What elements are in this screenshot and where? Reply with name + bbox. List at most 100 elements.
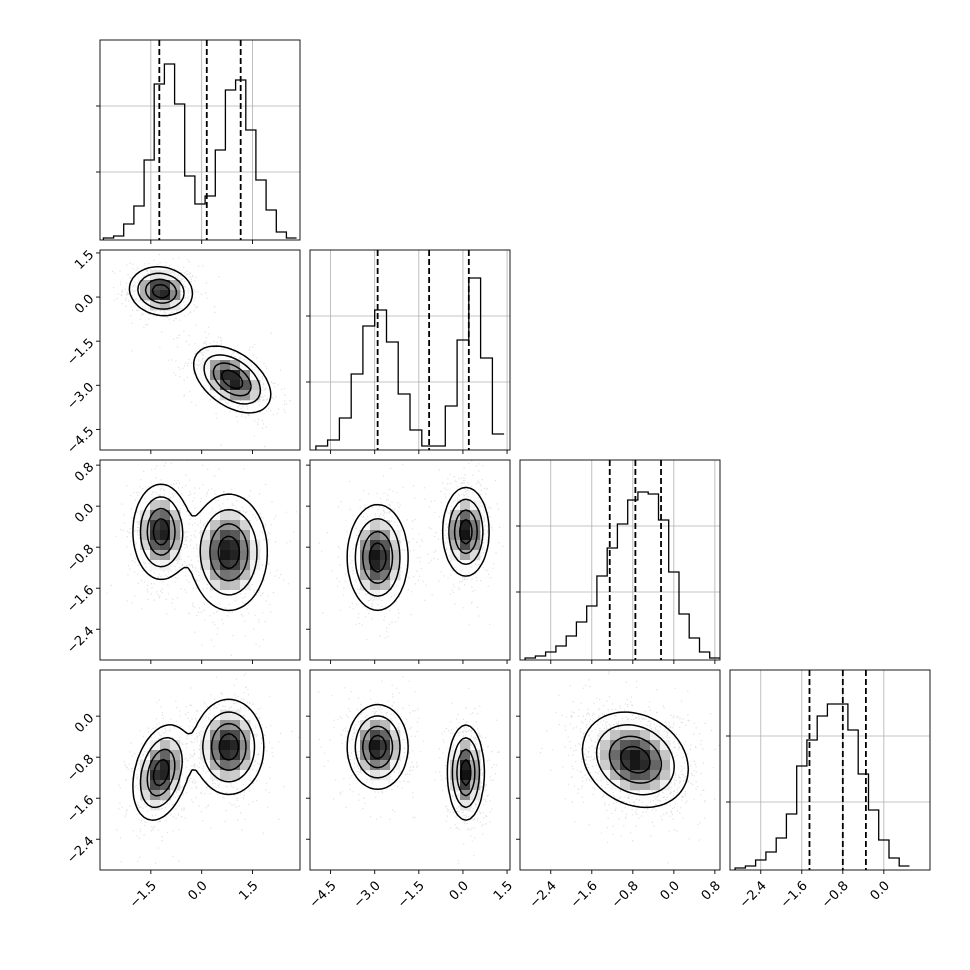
contour-level-1 — [346, 486, 490, 612]
density-pixel — [170, 740, 181, 751]
density-pixel — [640, 770, 651, 781]
density-pixel — [240, 520, 251, 531]
density-pixel — [370, 580, 381, 591]
density-pixel — [630, 750, 641, 761]
density-pixel — [360, 560, 371, 571]
density-pixel — [250, 540, 261, 551]
density-pixel — [450, 510, 461, 521]
density-pixel — [220, 770, 231, 781]
density-pixel — [610, 760, 621, 771]
density-pixel — [390, 740, 401, 751]
density-pixel — [170, 770, 181, 781]
density-pixel — [460, 520, 471, 531]
density-pixel — [220, 740, 231, 751]
density-pixel — [380, 750, 391, 761]
x-tick-label: 1.5 — [491, 878, 516, 903]
joint-content — [106, 460, 297, 656]
density-pixel — [660, 770, 671, 781]
density-pixel — [450, 540, 461, 551]
density-pixel — [150, 770, 161, 781]
density-pixel — [380, 520, 391, 531]
density-pixel — [620, 740, 631, 751]
x-tick-label: −1.5 — [127, 878, 160, 911]
density-pixel — [240, 540, 251, 551]
density-pixel — [230, 590, 241, 601]
density-pixel — [200, 550, 211, 561]
histogram-step — [102, 63, 297, 240]
density-pixel — [360, 530, 371, 541]
density-pixel — [150, 780, 161, 791]
panel-frame-2-3 — [519, 669, 721, 871]
density-pixel — [230, 770, 241, 781]
density-pixel — [170, 280, 181, 291]
density-pixel — [380, 770, 391, 781]
density-pixel — [240, 730, 251, 741]
contour-level-3 — [362, 509, 478, 585]
density-pixel — [370, 560, 381, 571]
density-pixel — [250, 390, 261, 401]
x-tick-label: −1.5 — [395, 878, 428, 911]
density-pixel — [160, 750, 171, 761]
density-pixel — [210, 360, 221, 371]
density-pixel — [620, 750, 631, 761]
density-pixel — [240, 550, 251, 561]
panel-frame-0-3 — [99, 669, 301, 871]
y-tick-label: −4.5 — [64, 424, 97, 457]
density-pixel — [210, 560, 221, 571]
contour-level-4 — [151, 283, 244, 390]
density-pixel — [660, 750, 671, 761]
scatter-points — [318, 676, 500, 865]
density-pixel — [230, 530, 241, 541]
density-pixel — [640, 740, 651, 751]
density-pixel — [610, 770, 621, 781]
x-tick-label: 0.8 — [699, 878, 724, 903]
contour-level-2 — [139, 496, 258, 596]
density-pixel — [150, 270, 161, 281]
contour-level-3 — [146, 507, 249, 582]
density-pixel — [210, 550, 221, 561]
density-pixel — [230, 710, 241, 721]
y-tick-label: −0.8 — [64, 752, 97, 785]
contour-level-3 — [146, 722, 247, 797]
density-pixel — [470, 520, 481, 531]
density-pixel — [150, 540, 161, 551]
density-pixel — [250, 550, 261, 561]
density-pixel — [230, 570, 241, 581]
density-pixel — [240, 380, 251, 391]
density-pixel — [170, 750, 181, 761]
density-pixel — [360, 760, 371, 771]
density-pixel — [150, 300, 161, 311]
density-pixel — [140, 290, 151, 301]
density-pixel — [380, 730, 391, 741]
density-pixel — [370, 550, 381, 561]
density-pixel — [170, 510, 181, 521]
density-pixel — [170, 300, 181, 311]
density-pixel — [460, 530, 471, 541]
density-pixel — [630, 770, 641, 781]
density-pixel — [160, 270, 171, 281]
density-pixel — [140, 520, 151, 531]
density-pixel — [220, 750, 231, 761]
density-pixel — [370, 740, 381, 751]
panel-frame-0-0 — [99, 39, 301, 241]
density-pixel — [650, 730, 661, 741]
density-pixel — [460, 510, 471, 521]
scatter-points — [100, 672, 300, 864]
y-tick-label: 0.0 — [72, 501, 97, 526]
density-pixel — [230, 540, 241, 551]
panel-frame-2-2 — [519, 459, 721, 661]
density-pixel — [380, 540, 391, 551]
density-pixel — [370, 770, 381, 781]
density-pixel — [160, 550, 171, 561]
density-pixel — [240, 760, 251, 771]
density-pixel — [630, 730, 641, 741]
density-pixel — [370, 760, 381, 771]
density-pixel — [210, 760, 221, 771]
density-pixel — [160, 520, 171, 531]
density-pixel — [660, 780, 671, 791]
joint-panel-2-3 — [539, 671, 720, 864]
x-tick-label: −2.4 — [737, 878, 770, 911]
panel-3-3 — [730, 670, 930, 870]
density-pixel — [370, 720, 381, 731]
density-pixel — [150, 760, 161, 771]
